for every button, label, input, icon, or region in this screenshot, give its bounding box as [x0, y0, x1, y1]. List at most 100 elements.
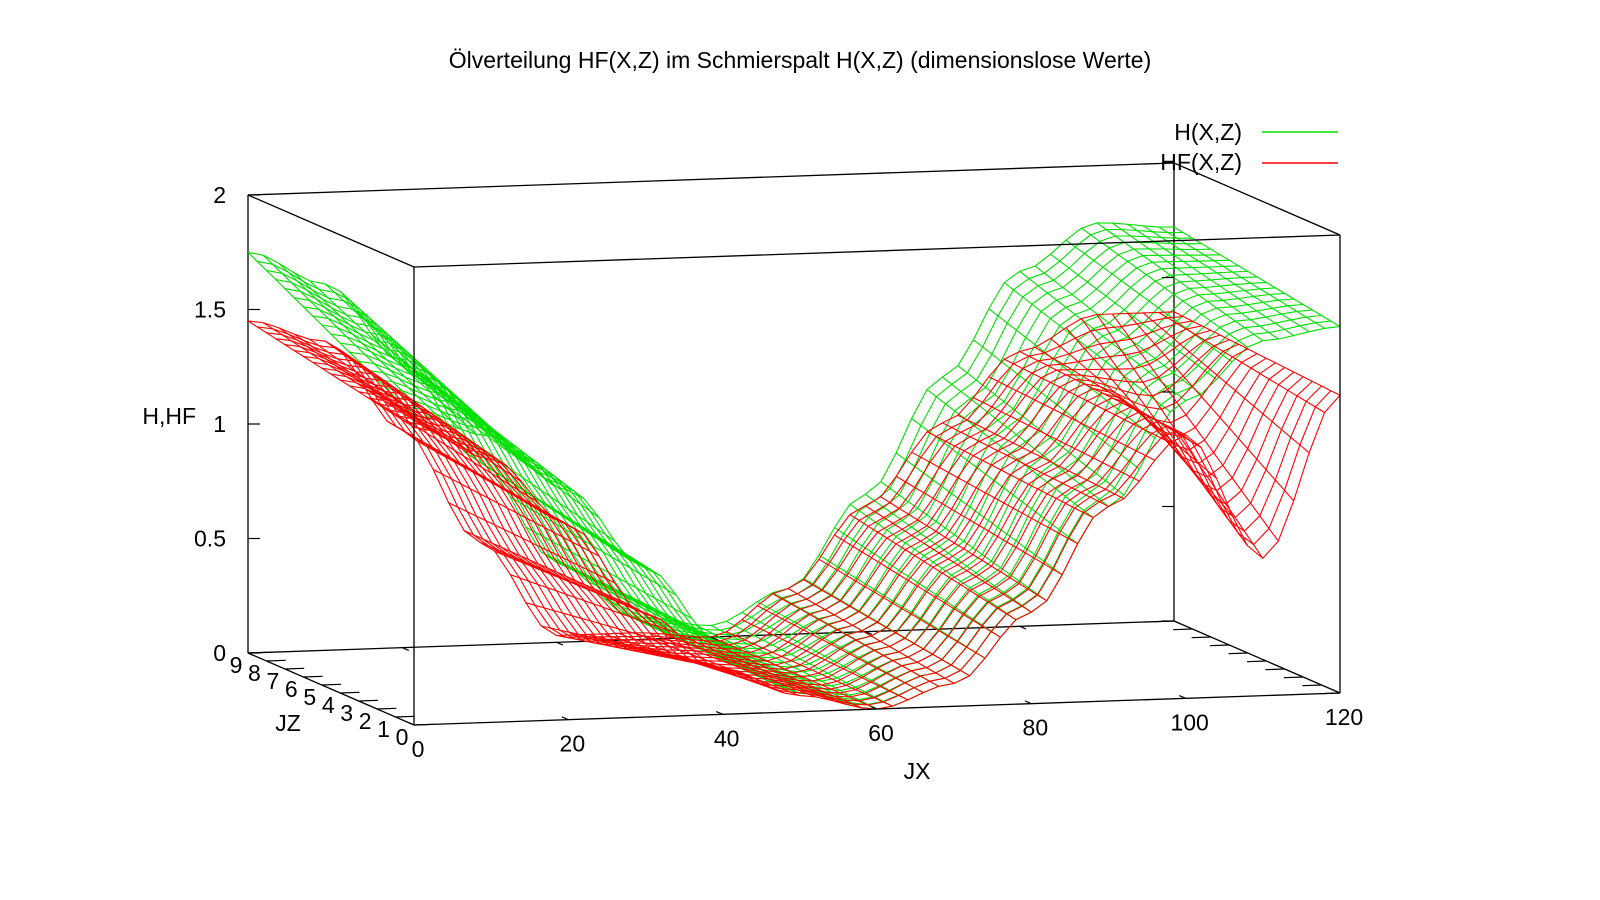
x-tick-label: 80 [1023, 715, 1049, 741]
mesh-line-jx [402, 429, 569, 526]
mesh-line-jx [895, 475, 1063, 576]
mesh-line-jx [803, 579, 970, 677]
y-tick-mark [395, 715, 415, 718]
mesh-line-jx [1034, 265, 1202, 395]
y-tick-mark [358, 699, 378, 702]
x-tick-mark-back [865, 631, 873, 636]
mesh-line-jx [525, 602, 692, 650]
mesh-line-jx [757, 601, 924, 694]
y-tick-mark [321, 683, 342, 686]
box-edge-bottom-right [1173, 620, 1341, 694]
x-tick-label: 60 [868, 720, 894, 746]
mesh-line-jz [266, 235, 1193, 636]
mesh-line-jx [263, 322, 430, 431]
z-axis-label: H,HF [142, 403, 196, 429]
chart-title: Ölverteilung HF(X,Z) im Schmierspalt H(X… [449, 47, 1152, 73]
mesh-line-jx [726, 620, 893, 707]
mesh-line-jx [957, 414, 1125, 500]
z-tick-label: 0 [213, 640, 226, 666]
x-tick-label: 100 [1170, 709, 1208, 735]
y-tick-mark-right [1283, 676, 1304, 679]
y-tick-label: 8 [248, 660, 261, 686]
y-tick-mark [413, 723, 434, 726]
mesh-line-jx [988, 308, 1156, 439]
x-tick-mark-back [556, 641, 564, 646]
mesh-line-jx [1111, 313, 1279, 542]
mesh-line-jz [367, 298, 1294, 687]
mesh-line-jx [911, 451, 1078, 545]
mesh-line-jx [664, 633, 831, 701]
z-tick-label: 0.5 [194, 526, 226, 552]
mesh-line-jx [880, 496, 1048, 602]
mesh-line-jx [1127, 313, 1295, 502]
y-tick-label: 3 [340, 700, 353, 726]
mesh-line-jx [293, 272, 461, 430]
mesh-line-jx [355, 310, 523, 456]
mesh-line-jx [757, 605, 924, 694]
mesh-line-jx [278, 262, 446, 424]
z-tick-label: 1 [213, 411, 226, 437]
y-tick-mark-right [1320, 692, 1341, 695]
mesh-line-jx [911, 418, 1078, 545]
y-tick-label: 0 [396, 724, 409, 750]
x-tick-mark-back [1173, 620, 1181, 625]
mesh-line-jx [849, 503, 1017, 621]
mesh-line-jx [340, 349, 507, 467]
mesh-line-jx [679, 635, 847, 705]
mesh-line-jx [772, 593, 939, 687]
mesh-line-jx [1081, 227, 1248, 348]
mesh-line-jx [309, 338, 477, 457]
y-tick-mark-right [1265, 668, 1285, 671]
y-tick-label: 4 [322, 692, 335, 718]
mesh-line-jx [957, 365, 1125, 496]
y-axis-label: JZ [275, 710, 301, 736]
mesh-line-jx [340, 291, 507, 442]
mesh-line-jx [695, 636, 862, 709]
mesh-line-jx [726, 631, 893, 707]
surface-h-xz [247, 222, 1341, 710]
mesh-line-jx [1080, 318, 1248, 547]
mesh-line-jx [556, 561, 723, 647]
mesh-line-jz [340, 281, 1267, 673]
mesh-line-jz [349, 287, 1276, 678]
mesh-line-jx [510, 574, 677, 634]
mesh-line-jx [324, 340, 492, 460]
mesh-line-jx [1050, 253, 1217, 380]
y-tick-label: 7 [266, 668, 279, 694]
x-tick-mark [870, 705, 878, 710]
mesh-line-jx [1173, 311, 1341, 396]
mesh-line-jx [401, 360, 569, 492]
mesh-line-jx [1034, 346, 1202, 448]
mesh-line-jx [371, 333, 538, 473]
legend: H(X,Z) HF(X,Z) [1160, 119, 1338, 175]
y-tick-mark [377, 707, 397, 710]
x-tick-mark-back [710, 636, 718, 641]
mesh-line-jx [432, 396, 600, 519]
mesh-line-jx [247, 320, 415, 428]
x-tick-label: 0 [412, 736, 425, 762]
x-tick-mark [1178, 694, 1186, 699]
mesh-line-jx [1158, 311, 1325, 413]
y-tick-label: 5 [303, 684, 316, 710]
mesh-line-jx [263, 254, 430, 419]
mesh-line-jx [849, 514, 1017, 621]
mesh-line-jx [741, 611, 909, 701]
mesh-line-jx [942, 422, 1109, 507]
mesh-line-jx [865, 505, 1032, 613]
mesh-line-jx [834, 534, 1001, 638]
box-edge-top-left [247, 194, 415, 268]
mesh-line-jx [834, 527, 1001, 638]
mesh-line-jx [710, 625, 878, 710]
x-tick-label: 40 [714, 725, 740, 751]
x-tick-mark [407, 721, 415, 726]
mesh-line-jx [973, 339, 1140, 470]
mesh-line-jx [1142, 225, 1310, 333]
mesh-line-jx [942, 376, 1109, 507]
mesh-line-jz [330, 276, 1258, 668]
mesh-line-jx [1127, 223, 1295, 337]
y-tick-mark-right [1210, 644, 1230, 647]
mesh-line-jx [293, 333, 461, 449]
mesh-line-jx [371, 398, 538, 503]
